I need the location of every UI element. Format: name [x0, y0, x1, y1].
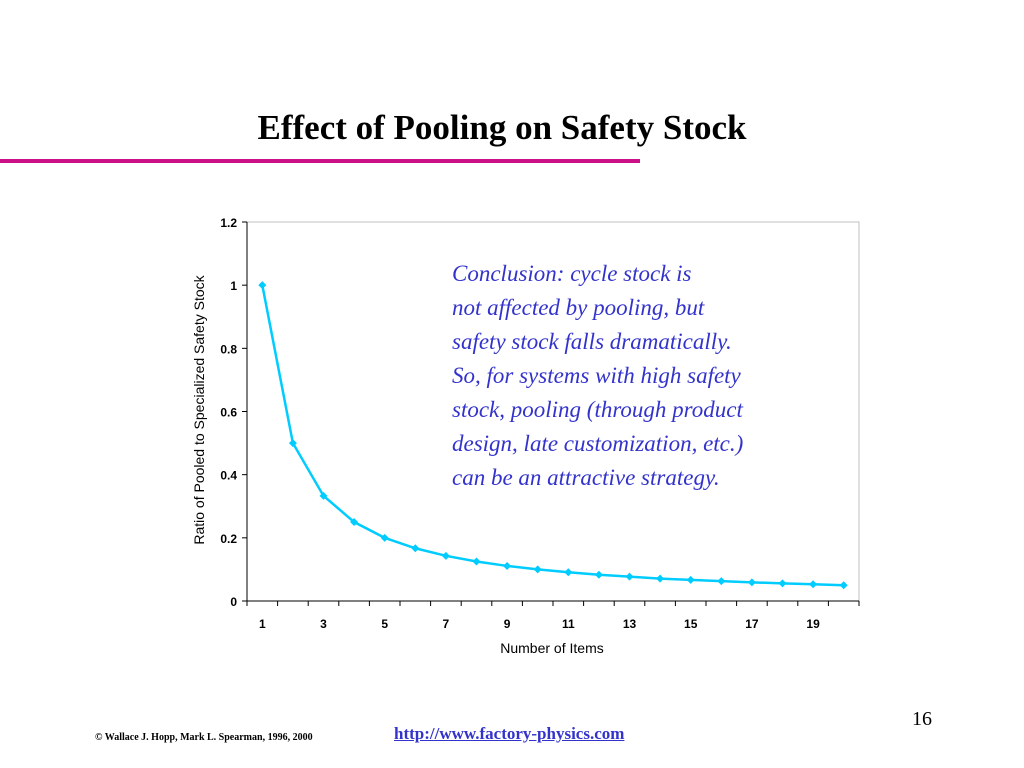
conclusion-line: can be an attractive strategy.	[452, 465, 720, 490]
x-tick-label: 1	[259, 617, 266, 631]
conclusion-line: safety stock falls dramatically.	[452, 329, 732, 354]
conclusion-line: Conclusion: cycle stock is	[452, 261, 692, 286]
title-underline	[0, 159, 640, 163]
conclusion-text: Conclusion: cycle stock is not affected …	[452, 257, 852, 495]
data-point	[319, 491, 328, 500]
data-point	[533, 565, 542, 574]
y-tick-label: 0.2	[220, 532, 237, 546]
copyright-notice: © Wallace J. Hopp, Mark L. Spearman, 199…	[95, 732, 313, 743]
x-tick-label: 5	[381, 617, 388, 631]
data-point	[809, 580, 818, 589]
data-point	[350, 518, 359, 527]
data-point	[411, 544, 420, 553]
x-tick-label: 3	[320, 617, 327, 631]
y-axis-label: Ratio of Pooled to Specialized Safety St…	[191, 274, 207, 544]
page-number: 16	[912, 708, 932, 730]
conclusion-line: stock, pooling (through product	[452, 397, 743, 422]
y-tick-label: 0.4	[220, 469, 237, 483]
data-point	[564, 568, 573, 577]
data-point	[441, 551, 450, 560]
data-point	[625, 572, 634, 581]
x-tick-label: 9	[504, 617, 511, 631]
data-point	[288, 439, 297, 448]
data-point	[380, 533, 389, 542]
x-tick-label: 7	[443, 617, 450, 631]
x-tick-label: 13	[623, 617, 637, 631]
data-point	[686, 575, 695, 584]
data-point	[747, 578, 756, 587]
x-axis-label: Number of Items	[500, 640, 603, 656]
slide-title: Effect of Pooling on Safety Stock	[257, 108, 747, 147]
x-tick-label: 15	[684, 617, 698, 631]
data-point	[594, 570, 603, 579]
y-tick-label: 0.6	[220, 406, 237, 420]
data-point	[656, 574, 665, 583]
data-point	[839, 581, 848, 590]
y-tick-label: 0	[230, 595, 237, 609]
x-tick-label: 11	[562, 617, 575, 631]
data-point	[472, 557, 481, 566]
data-point	[717, 577, 726, 586]
y-tick-label: 0.8	[220, 342, 237, 356]
y-tick-label: 1	[230, 279, 237, 293]
conclusion-line: So, for systems with high safety	[452, 363, 741, 388]
y-tick-label: 1.2	[220, 216, 237, 230]
x-tick-label: 17	[745, 617, 759, 631]
conclusion-line: design, late customization, etc.)	[452, 431, 744, 456]
data-point	[778, 579, 787, 588]
data-point	[503, 561, 512, 570]
plot-frame	[246, 221, 860, 602]
factory-physics-link[interactable]: http://www.factory-physics.com	[394, 724, 625, 743]
data-point	[258, 281, 267, 290]
conclusion-line: not affected by pooling, but	[452, 295, 705, 320]
x-tick-label: 19	[806, 617, 820, 631]
series-line	[261, 284, 844, 587]
